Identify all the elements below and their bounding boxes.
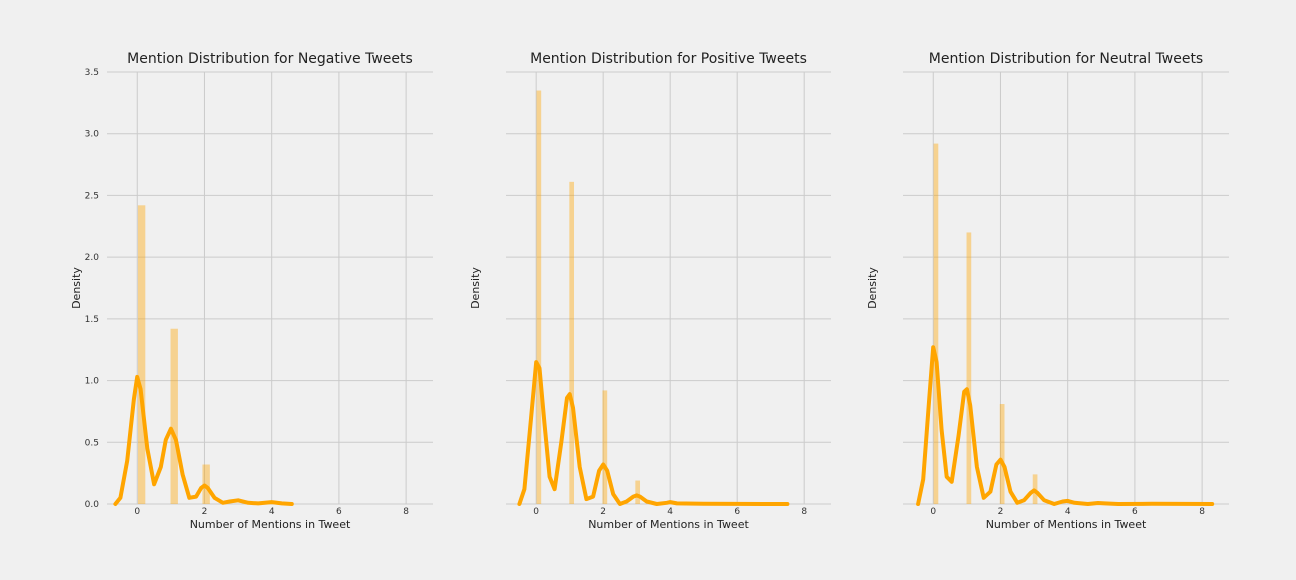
y-tick-label: 2.5 [85, 191, 99, 201]
chart-panel-1: 0 2 4 6 8 0.0 0.5 1.0 1.5 2.0 2.5 3.0 3.5 Mention Dis… [70, 51, 433, 531]
x-tick-label: 0 [930, 507, 936, 517]
y-tick-label: 0.5 [85, 438, 99, 448]
chart-title: Mention Distribution for Negative Tweets [127, 51, 413, 67]
histogram-bar [966, 232, 972, 504]
histogram-bar [933, 143, 939, 505]
histogram-bar [602, 390, 608, 504]
x-axis-label: Number of Mentions in Tweet [190, 518, 351, 531]
y-tick-label: 2.0 [85, 253, 100, 263]
histogram-bar [635, 480, 641, 504]
y-axis-label: Density [469, 267, 482, 309]
x-tick-label: 8 [801, 507, 807, 517]
x-tick-label: 6 [1132, 507, 1138, 517]
x-tick-label: 2 [202, 507, 208, 517]
x-tick-label: 0 [533, 507, 539, 517]
y-tick-label: 3.5 [85, 68, 99, 78]
histogram-bar [170, 328, 178, 504]
x-tick-label: 8 [403, 507, 409, 517]
chart-title: Mention Distribution for Neutral Tweets [929, 51, 1203, 67]
x-tick-label: 4 [667, 507, 673, 517]
y-axis-label: Density [866, 267, 879, 309]
x-axis-label: Number of Mentions in Tweet [588, 518, 749, 531]
x-tick-label: 4 [269, 507, 275, 517]
chart-title: Mention Distribution for Positive Tweets [530, 51, 807, 67]
y-tick-label: 1.5 [85, 315, 99, 325]
x-tick-label: 2 [600, 507, 606, 517]
y-tick-label: 1.0 [85, 377, 100, 387]
kde-line [113, 374, 294, 506]
histogram-bar [999, 404, 1005, 504]
x-tick-label: 6 [734, 507, 740, 517]
histogram-bar [536, 90, 542, 504]
y-tick-label: 3.0 [85, 130, 100, 140]
y-axis-label: Density [70, 267, 83, 309]
chart-panel-2: 0 2 4 6 8 Mention Distribution for Positive T… [469, 51, 831, 531]
histogram-bar [137, 205, 146, 504]
y-tick-label: 0.0 [85, 500, 100, 510]
histogram-bar [569, 181, 575, 504]
kde-line [517, 360, 790, 506]
x-tick-label: 0 [134, 507, 140, 517]
x-axis-label: Number of Mentions in Tweet [986, 518, 1147, 531]
x-tick-label: 6 [336, 507, 342, 517]
x-tick-label: 4 [1065, 507, 1071, 517]
kde-line [916, 345, 1215, 506]
x-tick-label: 8 [1199, 507, 1205, 517]
x-tick-label: 2 [998, 507, 1004, 517]
chart-panel-3: 0 2 4 6 8 Mention Distribution for Neutral Tw… [866, 51, 1229, 531]
